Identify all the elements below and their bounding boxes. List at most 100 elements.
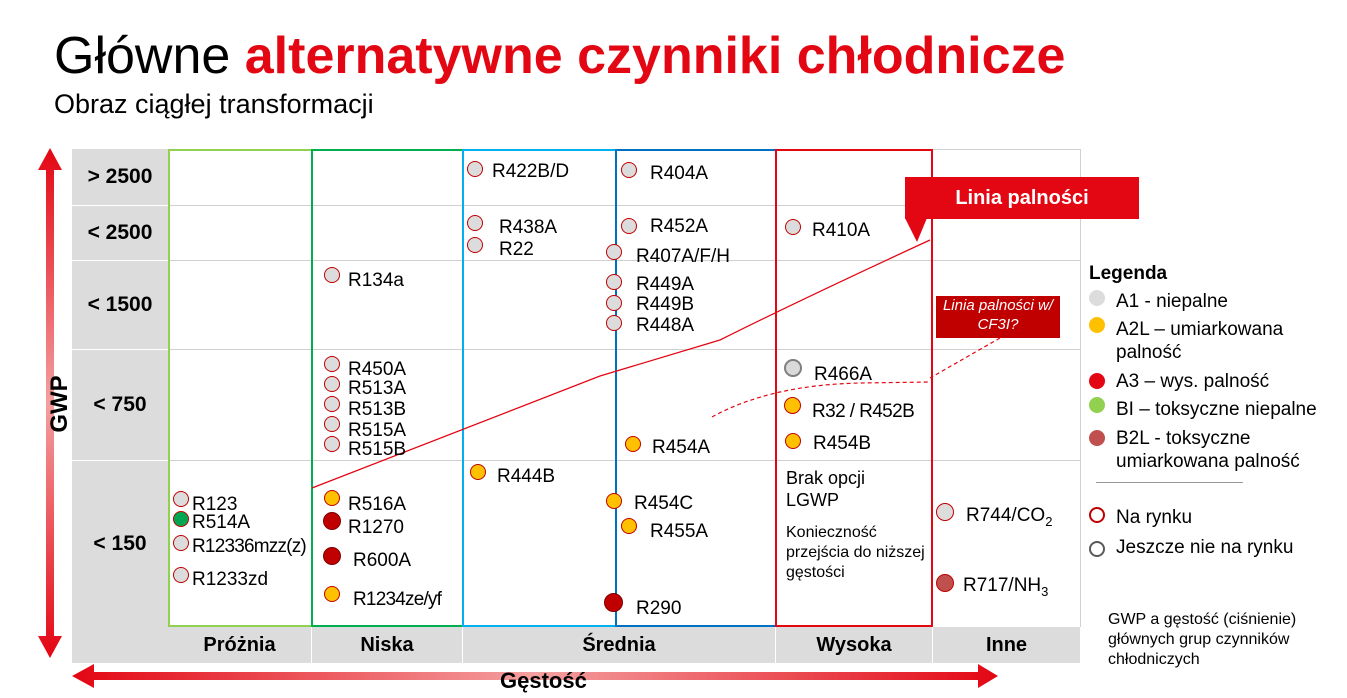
label-R12336mzz: R12336mzz(z) (192, 536, 307, 557)
marker-R449A (606, 274, 622, 290)
legend-bi-icon (1089, 397, 1105, 413)
label-R422B: R422B/D (492, 161, 570, 182)
label-R404A: R404A (650, 163, 709, 184)
label-R454C: R454C (634, 493, 694, 514)
marker-R600A (323, 547, 341, 565)
marker-R449B (606, 295, 622, 311)
title-part-2: alternatywne czynniki chłodnicze (244, 27, 1066, 85)
gwp-axis-label: GWP (46, 375, 73, 433)
marker-R466A (784, 359, 802, 377)
marker-R448A (606, 315, 622, 331)
grid-line (168, 205, 1080, 206)
marker-R410A (785, 219, 801, 235)
marker-R515A (324, 416, 340, 432)
marker-R290 (604, 593, 623, 612)
label-R513A: R513A (348, 378, 407, 399)
row-label-gt2500: > 2500 (72, 149, 168, 205)
marker-R1233zd (173, 567, 189, 583)
marker-R455A (621, 518, 637, 534)
label-R449A: R449A (636, 274, 695, 295)
label-R450A: R450A (348, 359, 407, 380)
cf3i-callout: Linia palności w/ CF3I? (936, 296, 1060, 338)
row-label-lt2500: < 2500 (72, 206, 168, 260)
marker-R12336mzz (173, 535, 189, 551)
label-R1233zd: R1233zd (192, 569, 269, 590)
legend-divider (1096, 482, 1243, 483)
legend-a1-label: A1 - niepalne (1116, 291, 1228, 312)
row-label-lt150: < 150 (72, 461, 168, 627)
legend-on-market-label: Na rynku (1116, 507, 1193, 528)
label-R454B: R454B (813, 433, 872, 454)
marker-R32 (784, 397, 801, 414)
label-R514A: R514A (192, 512, 251, 533)
label-R22: R22 (499, 239, 534, 260)
legend-b2l-icon (1089, 430, 1105, 446)
label-R448A: R448A (636, 315, 695, 336)
marker-R516A (324, 490, 340, 506)
row-label-lt1500: < 1500 (72, 261, 168, 349)
title-part-1: Główne (54, 27, 245, 85)
legend-not-on-market-label: Jeszcze nie na rynku (1116, 537, 1294, 558)
marker-R450A (324, 356, 340, 372)
label-R455A: R455A (650, 521, 709, 542)
label-R515B: R515B (348, 439, 407, 460)
label-R407A: R407A/F/H (636, 246, 730, 267)
legend-a3-icon (1089, 373, 1105, 389)
marker-R404A (621, 162, 637, 178)
row-label-lt750: < 750 (72, 350, 168, 460)
label-R600A: R600A (353, 550, 412, 571)
label-R452A: R452A (650, 216, 709, 237)
marker-R123 (173, 491, 189, 507)
density-axis-label: Gęstość (500, 668, 587, 693)
label-R134a: R134a (348, 270, 404, 291)
label-R1270: R1270 (348, 517, 404, 538)
flammability-banner: Linia palności (905, 177, 1139, 219)
col-label-inne: Inne (933, 627, 1080, 663)
brak-opcji-text: Brak opcji LGWP (786, 468, 866, 510)
banner-pointer (905, 218, 927, 242)
marker-R454A (625, 436, 641, 452)
label-R290: R290 (636, 598, 682, 619)
marker-R717 (936, 574, 954, 592)
page-subtitle: Obraz ciągłej transformacji (54, 89, 374, 119)
legend-a2l-label: A2L – umiarkowana palność (1116, 319, 1284, 363)
col-label-wysoka: Wysoka (776, 627, 932, 663)
marker-R1234ze (324, 586, 340, 602)
marker-R452A (621, 218, 637, 234)
marker-R513A (324, 376, 340, 392)
col-label-srednia: Średnia (463, 627, 775, 663)
page-title: Główne alternatywne czynniki chłodnicze (54, 26, 1065, 86)
marker-R438A (467, 215, 483, 231)
legend-not-on-market-icon (1089, 541, 1105, 557)
label-R449B: R449B (636, 294, 695, 315)
label-R744: R744/CO2 (966, 505, 1053, 529)
legend-a1-icon (1089, 290, 1105, 306)
label-R516A: R516A (348, 494, 407, 515)
label-R454A: R454A (652, 437, 711, 458)
label-R515A: R515A (348, 420, 407, 441)
marker-R514A (173, 511, 189, 527)
marker-R422B (467, 161, 483, 177)
grid-line (1080, 149, 1081, 627)
legend-b2l-label: B2L - toksyczne umiarkowana palność (1116, 428, 1300, 472)
legend-on-market-icon (1089, 507, 1105, 523)
col-label-niska: Niska (312, 627, 462, 663)
marker-R407A (606, 244, 622, 260)
legend-title: Legenda (1089, 263, 1168, 284)
label-R1234ze: R1234ze/yf (353, 589, 442, 610)
label-R32: R32 / R452B (812, 401, 915, 422)
col-label-prozna: Próżnia (168, 627, 311, 663)
marker-R515B (324, 436, 340, 452)
marker-R1270 (323, 512, 341, 530)
marker-R513B (324, 396, 340, 412)
legend-bi-label: BI – toksyczne niepalne (1116, 399, 1317, 420)
legend-a2l-icon (1089, 317, 1105, 333)
cf3i-text: Linia palności w/ CF3I? (942, 297, 1054, 333)
label-R123: R123 (192, 494, 238, 515)
marker-R744 (936, 503, 954, 521)
legend-a3-label: A3 – wys. palność (1116, 371, 1270, 392)
marker-R134a (324, 267, 340, 283)
label-R466A: R466A (814, 364, 873, 385)
label-R717: R717/NH3 (963, 575, 1049, 599)
marker-R454C (606, 493, 622, 509)
